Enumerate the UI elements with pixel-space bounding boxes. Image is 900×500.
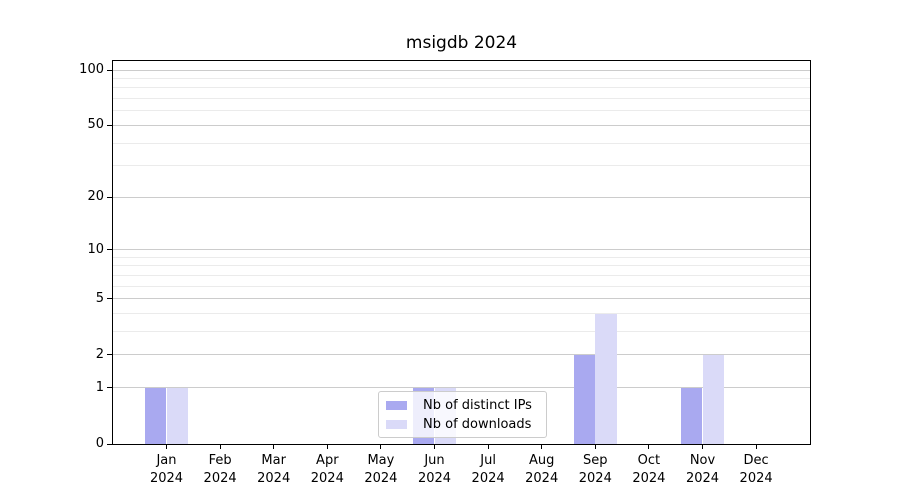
legend-label: Nb of distinct IPs (423, 397, 532, 413)
major-gridline (113, 124, 810, 126)
y-tick-label: 1 (95, 379, 104, 395)
minor-gridline (113, 87, 810, 89)
minor-gridline (113, 256, 810, 258)
x-tick-mark (273, 444, 275, 449)
y-tick-mark (107, 298, 112, 300)
y-tick-mark (107, 69, 112, 71)
x-tick-label: Dec 2024 (739, 453, 773, 486)
chart-title: msigdb 2024 (405, 33, 518, 53)
x-tick-mark (434, 444, 435, 449)
y-tick-label: 0 (95, 436, 104, 451)
major-gridline (113, 354, 810, 356)
legend-item-distinct-ips: Nb of distinct IPs (386, 397, 539, 414)
plot-inner (113, 61, 810, 444)
bar-distinct-ips (573, 354, 596, 444)
y-tick-mark (107, 387, 112, 389)
x-tick-mark (594, 444, 596, 449)
minor-gridline (113, 331, 810, 333)
x-tick-label: May 2024 (364, 453, 398, 486)
y-tick-label: 20 (87, 189, 104, 205)
major-gridline (113, 69, 810, 71)
minor-gridline (113, 285, 810, 287)
bar-downloads (702, 354, 724, 444)
minor-gridline (113, 275, 810, 277)
y-tick-label: 100 (79, 62, 104, 78)
x-tick-mark (166, 444, 167, 449)
x-tick-label: Sep 2024 (578, 453, 612, 486)
y-tick-mark (107, 249, 112, 251)
legend: Nb of distinct IPs Nb of downloads (378, 391, 547, 438)
legend-item-downloads: Nb of downloads (386, 416, 539, 433)
plot-area (112, 60, 811, 445)
x-tick-label: Mar 2024 (257, 453, 291, 486)
y-tick-mark (107, 443, 112, 445)
bar-distinct-ips (681, 387, 703, 444)
x-tick-mark (648, 444, 650, 449)
bar-distinct-ips (145, 387, 167, 444)
x-tick-label: Oct 2024 (632, 453, 666, 486)
minor-gridline (113, 313, 810, 315)
x-tick-label: Apr 2024 (310, 453, 344, 486)
major-gridline (113, 387, 810, 389)
x-tick-mark (541, 444, 543, 449)
x-tick-label: Nov 2024 (685, 453, 720, 486)
x-tick-mark (702, 444, 703, 449)
y-tick-label: 5 (95, 290, 104, 306)
x-tick-label: Jan 2024 (149, 453, 184, 486)
major-gridline (113, 298, 810, 300)
minor-gridline (113, 78, 810, 80)
distinct-ips-swatch (386, 400, 407, 410)
legend-label: Nb of downloads (423, 416, 532, 432)
x-tick-mark (487, 444, 489, 449)
x-tick-label: Jul 2024 (471, 453, 505, 486)
y-tick-mark (107, 124, 112, 126)
minor-gridline (113, 98, 810, 100)
y-tick-mark (107, 196, 112, 198)
minor-gridline (113, 265, 810, 267)
bar-downloads (166, 387, 188, 444)
y-tick-label: 50 (87, 117, 104, 133)
x-tick-mark (326, 444, 328, 449)
x-tick-label: Jun 2024 (417, 453, 452, 486)
major-gridline (113, 249, 810, 251)
minor-gridline (113, 110, 810, 112)
x-tick-mark (219, 444, 221, 449)
minor-gridline (113, 165, 810, 167)
y-tick-label: 10 (87, 241, 104, 257)
downloads-swatch (386, 419, 407, 429)
x-tick-mark (380, 444, 382, 449)
major-gridline (113, 196, 810, 198)
x-tick-label: Feb 2024 (203, 453, 237, 486)
x-tick-label: Aug 2024 (525, 453, 559, 486)
minor-gridline (113, 142, 810, 144)
y-tick-mark (107, 354, 112, 356)
x-tick-mark (755, 444, 757, 449)
bar-downloads (595, 313, 617, 444)
y-tick-label: 2 (95, 346, 104, 362)
